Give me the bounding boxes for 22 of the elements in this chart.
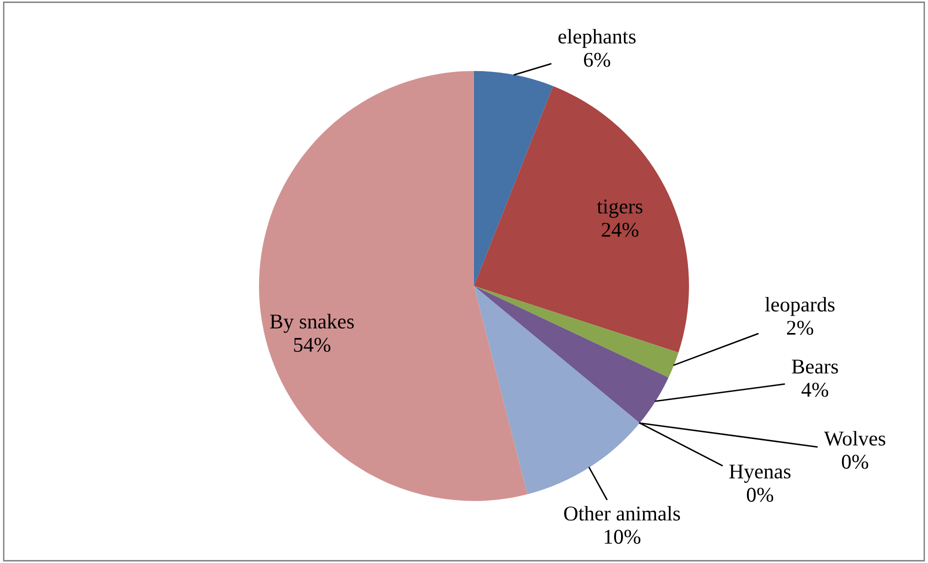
- category-label: Wolves: [824, 430, 886, 446]
- pie-slice: [474, 286, 678, 378]
- slice-label: Bears: [792, 360, 838, 374]
- text: 0%: [842, 454, 868, 469]
- data-label: 24%: [602, 222, 638, 237]
- slice-label: leopards: [765, 296, 835, 316]
- data-label: 10%: [604, 530, 640, 544]
- data-label: 6%: [584, 52, 610, 67]
- data-label: 54%: [294, 338, 330, 352]
- pie-slice: [474, 286, 669, 424]
- slice-label: tigers: [597, 200, 642, 218]
- data-label: 2%: [787, 320, 814, 335]
- category-label: Hyenas: [729, 464, 790, 483]
- slice-label: elephants: [558, 28, 636, 48]
- text: 0%: [746, 488, 774, 502]
- slice-label: Other animals: [564, 506, 680, 521]
- pie-slice: [474, 71, 554, 286]
- data-label: 4%: [802, 382, 828, 397]
- pie-slice: [259, 71, 528, 501]
- slice-label: By snakes: [270, 314, 354, 333]
- pie-slice: [474, 86, 689, 352]
- pie-slice: [474, 286, 640, 494]
